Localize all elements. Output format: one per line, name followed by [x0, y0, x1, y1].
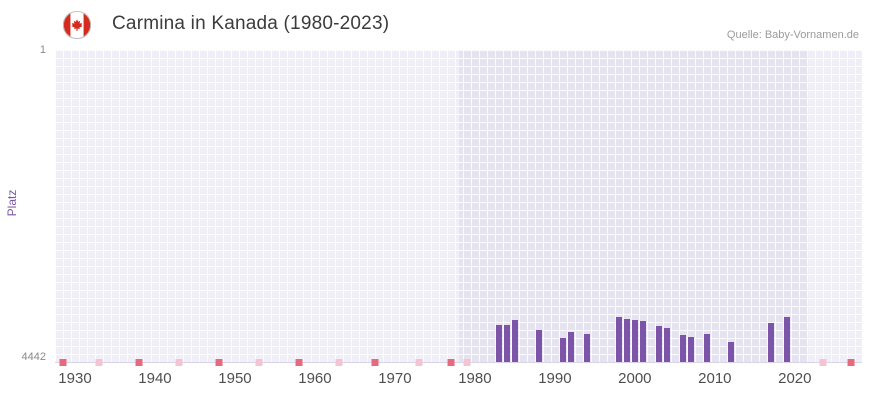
baseline-marker-red [847, 359, 855, 366]
rank-bar[interactable] [631, 320, 638, 362]
baseline-marker-red [215, 359, 223, 366]
x-tick-label: 1930 [58, 370, 92, 387]
baseline-marker-red [295, 359, 303, 366]
x-tick-label: 2000 [618, 370, 652, 387]
rank-bar[interactable] [679, 334, 686, 362]
baseline-marker-red [135, 359, 143, 366]
rank-bar[interactable] [495, 325, 502, 362]
x-tick-label: 1960 [298, 370, 332, 387]
x-tick-label: 2020 [778, 370, 812, 387]
rank-bar[interactable] [767, 322, 774, 362]
inactive-period-overlay-right [807, 50, 862, 362]
rank-bar[interactable] [583, 333, 590, 362]
inactive-period-overlay-left [55, 50, 459, 362]
x-tick-label: 2010 [698, 370, 732, 387]
x-tick-label: 1980 [458, 370, 492, 387]
baseline-marker-red [447, 359, 455, 366]
rank-bar[interactable] [727, 341, 734, 362]
x-tick-label: 1940 [138, 370, 172, 387]
rank-bar[interactable] [623, 318, 630, 362]
baseline-marker-pink [463, 359, 471, 366]
x-tick-label: 1950 [218, 370, 252, 387]
plot-area [55, 50, 862, 366]
rank-bar[interactable] [703, 334, 710, 362]
rank-bar[interactable] [503, 324, 510, 362]
y-tick-worst-rank: 4442 [21, 351, 46, 363]
rank-bar[interactable] [663, 328, 670, 362]
baseline-marker-pink [415, 359, 423, 366]
source-credit: Quelle: Baby-Vornamen.de [726, 29, 859, 41]
x-axis-labels: 1930 1940 1950 1960 1970 1980 1990 2000 2010 2020 [55, 370, 862, 392]
canada-flag-icon [62, 10, 92, 40]
baseline-marker-red [59, 359, 67, 366]
rank-bar[interactable] [511, 320, 518, 362]
y-axis-title: Platz [5, 189, 19, 217]
baseline-marker-pink [819, 359, 827, 366]
baseline-marker-pink [255, 359, 263, 366]
rank-bar[interactable] [639, 320, 646, 362]
baseline-marker-pink [335, 359, 343, 366]
rank-bar[interactable] [615, 316, 622, 362]
baseline-marker-pink [95, 359, 103, 366]
y-tick-best-rank: 1 [39, 44, 46, 56]
baseline-marker-red [371, 359, 379, 366]
rank-bar[interactable] [567, 331, 574, 362]
chart-title: Carmina in Kanada (1980-2023) [112, 13, 390, 34]
rank-bar[interactable] [783, 316, 790, 362]
rank-bar[interactable] [687, 336, 694, 362]
baseline-marker-pink [175, 359, 183, 366]
x-tick-label: 1970 [378, 370, 412, 387]
rank-bar[interactable] [535, 330, 542, 362]
rank-bar[interactable] [559, 338, 566, 362]
rank-bar[interactable] [655, 326, 662, 362]
x-tick-label: 1990 [538, 370, 572, 387]
